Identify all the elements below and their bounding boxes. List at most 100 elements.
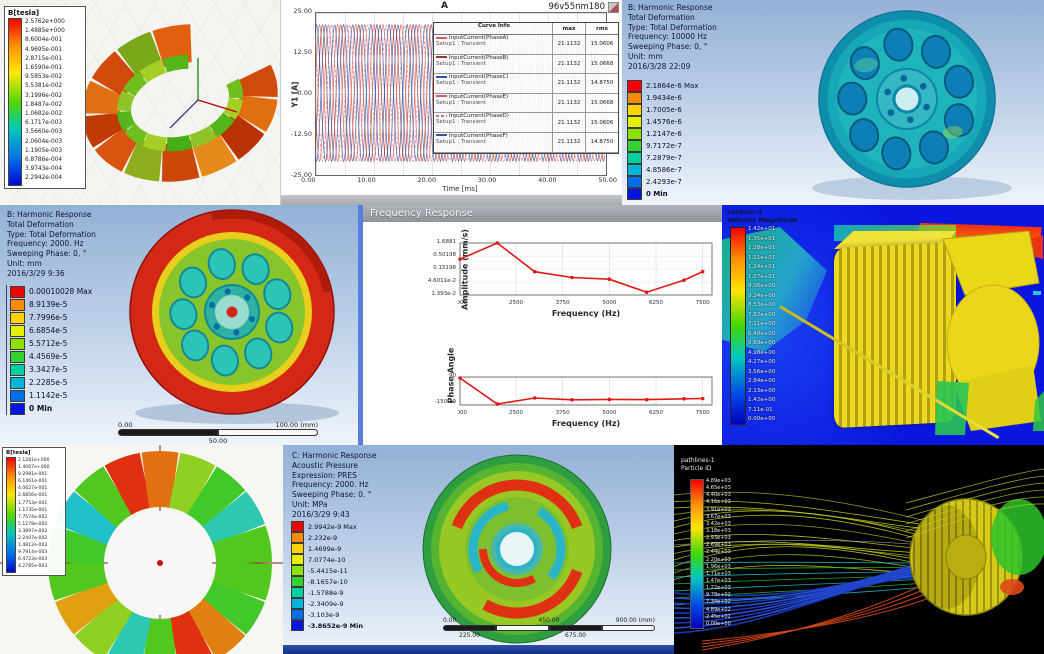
legend-value: 1.14e+01 [748, 264, 776, 271]
curve-table: Curve Info max rms InputCurrent(PhaseA) … [433, 22, 619, 154]
legend-value: 2.5762e+000 [25, 19, 65, 25]
ruler-mid: 50.00 [208, 437, 228, 445]
tick-label: 0.15198 [433, 265, 456, 271]
tick-label: 0.00 [297, 89, 312, 97]
col-header-max: max [553, 23, 586, 34]
legend-value: 2.69e+03 [706, 542, 731, 549]
disc-3d-view[interactable] [411, 451, 623, 647]
tick-label: 10.00 [357, 176, 376, 184]
legend-title-line: Particle ID [681, 464, 712, 472]
result-legend: 2.9942e-9 Max 2.232e-9 1.4699e-9 7.0774e… [291, 521, 363, 631]
info-line: Acoustic Pressure [292, 460, 358, 470]
info-line: 2016/3/29 9:36 [7, 268, 65, 278]
tick-label: 0.00 [301, 176, 316, 184]
legend-value: -3.8652e-9 Min [308, 621, 363, 630]
result-legend: 0.00010028 Max 8.9139e-5 7.7996e-5 6.685… [6, 285, 92, 415]
legend-value: 2.4293e-7 [646, 178, 682, 186]
curve-swatch [436, 134, 447, 137]
curve-setup: Setup1 : Transient [436, 60, 486, 67]
ring-field-view[interactable] [0, 445, 283, 654]
legend-value: 1.07e+01 [748, 273, 776, 280]
legend-value: 5.1278e-002 [18, 521, 48, 527]
tick-label: -25.00 [291, 171, 312, 179]
legend-swatch [627, 104, 642, 116]
legend-value: 2.1281e+000 [18, 458, 50, 463]
x-axis-label: Time [ms] [442, 185, 478, 193]
legend-row: 2.1864e-6 Max [627, 80, 698, 92]
legend-value: 2.20e+03 [706, 556, 731, 563]
info-line: Unit: MPa [292, 499, 328, 509]
panel-harmonic-2000hz: B: Harmonic Response Total Deformation Typ… [0, 205, 358, 445]
legend-value: 7.2879e-7 [646, 154, 682, 162]
legend-value: 1.7753e-001 [18, 500, 48, 506]
legend-value: 4.4569e-5 [29, 352, 68, 361]
legend-swatch [10, 285, 25, 298]
info-line: B: Harmonic Response [7, 210, 92, 219]
legend-row: 2.232e-9 [291, 532, 363, 543]
legend-row: 7.2879e-7 [627, 152, 698, 164]
legend-row: -8.1657e-10 [291, 576, 363, 587]
legend-value: 4.8586e-7 [646, 166, 682, 174]
result-info: C: Harmonic Response Acoustic Pressure Exp… [292, 451, 377, 520]
info-line: Frequency: 10000 Hz [628, 32, 707, 42]
legend-value: 1.4812e-002 [18, 543, 48, 549]
legend-value: 6.1461e-001 [18, 479, 48, 485]
legend-row: 2.9942e-9 Max [291, 521, 363, 532]
legend-value: 5.5381e-002 [25, 83, 63, 90]
curve-row: InputCurrent(PhaseD) Setup1 : Transient … [434, 113, 618, 133]
legend-row: 1.7005e-6 [627, 104, 698, 116]
legend-row: 1.4576e-6 [627, 116, 698, 128]
legend-swatch [291, 543, 304, 554]
legend-value: 1.6590e-001 [25, 65, 63, 72]
legend-value: 0 Min [646, 190, 668, 198]
legend-value: 7.11e+00 [748, 321, 776, 328]
tick-label: 40.00 [538, 176, 557, 184]
legend-value: -8.1657e-10 [308, 577, 348, 586]
wheel-3d-view[interactable] [105, 207, 358, 425]
legend-value: 7.82e+00 [748, 311, 776, 318]
panel-pathlines[interactable]: pathlines-1 Particle ID 4.89e+03 4.65e+03 4… [674, 445, 1044, 654]
scale-ruler: 0.00 100.00 (mm) 50.00 [118, 421, 318, 445]
legend-row: 2.2285e-5 [10, 376, 92, 389]
window-icon[interactable] [608, 2, 619, 13]
x-tick-labels: 0.00 10.00 20.00 30.00 40.00 50.00 [301, 176, 617, 184]
legend-value: 3.42e+03 [706, 520, 731, 527]
tick-label: 4.6011e-2 [427, 278, 456, 284]
legend-swatch [291, 609, 304, 620]
tick-label: 1.6881 [436, 239, 456, 245]
curve-setup: Setup1 : Transient [436, 138, 486, 145]
curve-rows: InputCurrent(PhaseA) Setup1 : Transient … [434, 35, 618, 153]
legend-swatch [10, 311, 25, 324]
wheel-3d-view[interactable] [772, 4, 1040, 204]
legend-value: 1.4576e-6 [646, 118, 682, 126]
legend-title-line: pathlines-1 [681, 457, 715, 464]
stator-3d-view[interactable] [55, 0, 280, 205]
curve-rms: 14.8750 [590, 139, 614, 146]
legend-value: 8.9139e-5 [29, 300, 68, 309]
legend-value: 1.7005e-6 [646, 106, 682, 114]
tick-label: 25.00 [293, 7, 312, 15]
legend-row: 2.4293e-7 [627, 176, 698, 188]
legend-value: 2.2285e-5 [29, 378, 68, 387]
legend-value: 3.1996e-002 [25, 92, 63, 99]
plot-title: A [441, 1, 448, 11]
legend-value: 3.3427e-5 [29, 365, 68, 374]
legend-row: 4.8586e-7 [627, 164, 698, 176]
legend-value: 1.42e+00 [748, 397, 776, 404]
legend-value: 5.5712e-5 [29, 339, 68, 348]
ruler-min: 0.00 [118, 421, 133, 429]
info-line: Sweeping Phase: 0, ° [628, 42, 708, 52]
legend-swatch [627, 80, 642, 92]
window-titlebar[interactable]: Frequency Response [363, 205, 722, 222]
legend-row: 1.1142e-5 [10, 389, 92, 402]
legend-swatch [627, 128, 642, 140]
legend-swatch [627, 140, 642, 152]
panel-maxwell-stator: B[tesla] 2.5762e+000 1.4885e+000 8.6004e-0… [0, 0, 280, 205]
ruler-mid: 450.00 [538, 617, 560, 624]
panel-cfd-contour[interactable]: contour-2 Velocity Magnitude 1.42e+01 1.35… [722, 205, 1044, 445]
phase-chart: 1000 2500 3750 5000 6250 7500 [458, 376, 713, 416]
legend-value: 2.45e+02 [706, 613, 731, 620]
legend-value: -1.5788e-9 [308, 588, 344, 597]
legend-value: 2.6856e-001 [18, 493, 48, 499]
legend-swatch [627, 152, 642, 164]
